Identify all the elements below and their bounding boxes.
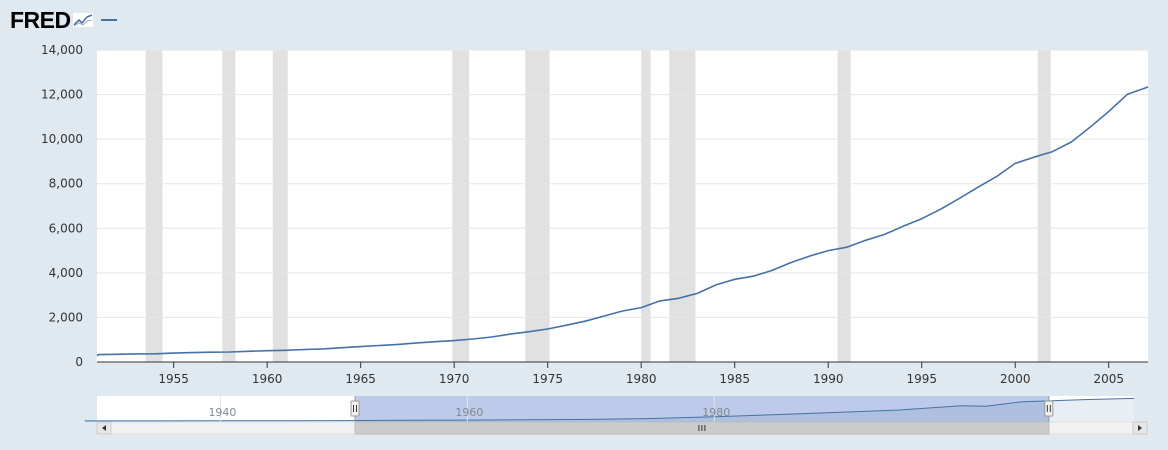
y-tick-label: 2,000 — [49, 310, 83, 324]
navigator-area — [84, 398, 1135, 422]
x-tick-label: 1990 — [813, 372, 844, 386]
navigator-selection[interactable] — [355, 396, 1049, 422]
navigator-tick-label: 1940 — [208, 406, 236, 419]
recession-band-7 — [837, 50, 851, 362]
recession-band-5 — [641, 50, 651, 362]
y-tick-label: 12,000 — [41, 88, 83, 102]
x-tick-label: 2000 — [1000, 372, 1031, 386]
recession-bands — [145, 50, 1051, 362]
navigator-tick-label: 1960 — [455, 406, 483, 419]
recession-band-4 — [525, 50, 550, 362]
y-tick-label: 0 — [75, 355, 83, 369]
series-legend-line — [100, 19, 117, 21]
navigator-handle-grip[interactable] — [1044, 400, 1054, 417]
y-tick-label: 10,000 — [41, 132, 83, 146]
x-tick-label: 1955 — [158, 372, 189, 386]
plot-area — [97, 50, 1148, 362]
recession-band-8 — [1037, 50, 1051, 362]
scroll-left-arrow-icon — [102, 425, 106, 431]
navigator-tick-label: 1980 — [702, 406, 730, 419]
navigator-handle-grip[interactable] — [350, 400, 360, 417]
gridlines — [97, 49, 1148, 318]
navigator-left-handle[interactable] — [350, 396, 360, 422]
x-axis: 1955 1960 1965 1970 1975 1980 1985 1990 1995 2000… — [97, 361, 1148, 386]
x-tick-label: 2005 — [1093, 372, 1124, 386]
x-tick-label: 1985 — [719, 372, 750, 386]
x-tick-label: 1965 — [345, 372, 376, 386]
navigator[interactable]: 1940 1960 1980 — [84, 396, 1135, 422]
scrollbar[interactable] — [96, 421, 1148, 435]
recession-band-1 — [222, 50, 236, 362]
x-tick-label: 1960 — [252, 372, 283, 386]
x-tick-label: 1975 — [532, 372, 563, 386]
y-tick-label: 6,000 — [49, 221, 83, 235]
recession-band-3 — [452, 50, 470, 362]
scroll-right-arrow-icon — [1138, 425, 1142, 431]
y-axis: 0 2,000 4,000 6,000 8,000 10,000 12,000 14,000 — [41, 43, 83, 369]
series-line-0 — [96, 86, 1149, 357]
fred-logo-text: FRED — [10, 7, 71, 33]
mini-chart-icon — [71, 12, 94, 28]
navigator-series-layer — [84, 397, 1135, 422]
scrollbar-grip-icon — [698, 425, 706, 431]
navigator-line — [84, 397, 1135, 422]
y-tick-label: 4,000 — [49, 266, 83, 280]
x-tick-label: 1980 — [626, 372, 657, 386]
series-layer — [96, 86, 1149, 357]
navigator-right-handle[interactable] — [1044, 396, 1054, 422]
x-tick-label: 1970 — [439, 372, 470, 386]
x-tick-label: 1995 — [906, 372, 937, 386]
recession-band-6 — [669, 50, 696, 362]
recession-band-0 — [145, 50, 163, 362]
y-tick-label: 8,000 — [49, 177, 83, 191]
recession-band-2 — [272, 50, 288, 362]
navigator-axis: 1940 1960 1980 — [208, 396, 730, 422]
y-tick-label: 14,000 — [41, 43, 83, 57]
fred-logo: FRED — [10, 5, 117, 35]
